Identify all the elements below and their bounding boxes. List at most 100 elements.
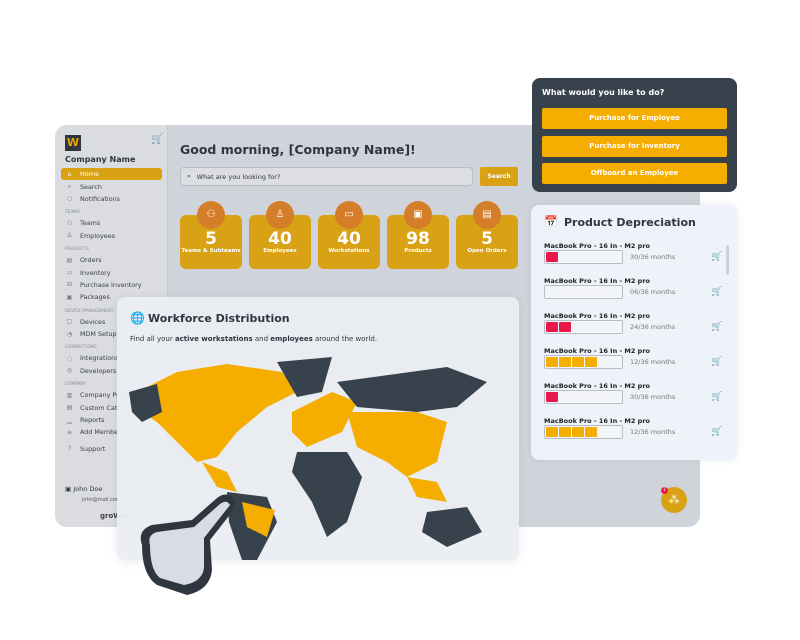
user-name[interactable]: ▣ John Doe — [65, 485, 103, 493]
months-label: 06/36 months — [630, 288, 676, 296]
depreciation-bar — [544, 320, 623, 334]
product-name: MacBook Pro - 16 In - M2 pro — [544, 312, 650, 320]
sidebar-item-custom-catalog[interactable]: ▤ Custom Catalog — [61, 401, 162, 413]
stat-card[interactable]: ▣ 98 Products — [387, 201, 449, 269]
sidebar-item-developers[interactable]: ◎ Developers — [61, 365, 162, 377]
purchase-icon: ⊟ — [66, 281, 73, 289]
globe-icon: 🌐 — [130, 311, 145, 325]
purchase-for-employee-button[interactable]: Purchase for Employee — [542, 108, 727, 129]
sidebar-item-label: Custom Catalog — [80, 403, 132, 412]
workforce-description: Find all your active workstations and em… — [130, 335, 377, 343]
stat-card[interactable]: ▤ 5 Open Orders — [456, 201, 518, 269]
home-icon: ⌂ — [67, 170, 72, 178]
quick-actions-panel: What would you like to do? Purchase for … — [532, 78, 737, 192]
nav-section-label: TEAMS — [65, 210, 80, 216]
stat-value: 98 — [406, 229, 430, 249]
stat-card[interactable]: ⚇ 5 Teams & Subteams — [180, 201, 242, 269]
user-icon: ♙ — [66, 232, 73, 240]
sidebar-item-label: Teams — [80, 219, 101, 228]
depreciation-row: MacBook Pro - 16 In - M2 pro 30/36 months… — [544, 242, 724, 277]
search-icon: ⌕ — [187, 172, 191, 180]
world-map[interactable] — [117, 352, 519, 560]
progress-segment — [559, 357, 571, 367]
stat-icon: ▭ — [335, 201, 363, 229]
cart-icon[interactable]: 🛒 — [711, 287, 723, 297]
sidebar-item-reports[interactable]: ▁ Reports — [61, 414, 162, 426]
sidebar-item-devices[interactable]: ▢ Devices — [61, 316, 162, 328]
months-label: 24/36 months — [630, 323, 676, 331]
sidebar-item-packages[interactable]: ▣ Packages — [61, 291, 162, 303]
depreciation-bar — [544, 285, 623, 299]
sidebar-item-label: Packages — [80, 293, 110, 302]
purchase-for-inventory-button[interactable]: Purchase for Inventory — [542, 136, 727, 157]
company-name: Company Name — [65, 155, 136, 164]
depreciation-title: Product Depreciation — [564, 216, 696, 229]
sidebar-item-integrations[interactable]: ◌ Integrations — [61, 352, 162, 364]
integration-icon: ◌ — [66, 354, 73, 362]
depreciation-bar — [544, 425, 623, 439]
cart-icon[interactable]: 🛒 — [711, 322, 723, 332]
catalog-icon: ▤ — [66, 404, 73, 412]
cart-icon[interactable]: 🛒 — [711, 357, 723, 367]
sidebar-item-support[interactable]: ? Support — [61, 443, 162, 455]
months-label: 30/36 months — [630, 253, 676, 261]
sidebar-item-label: Home — [80, 170, 99, 179]
cart-icon[interactable]: 🛒 — [711, 392, 723, 402]
sidebar-item-label: Employees — [80, 231, 115, 240]
stat-value: 5 — [481, 229, 493, 249]
cart-icon[interactable]: 🛒 — [151, 134, 164, 145]
sidebar-item-label: Developers — [80, 366, 117, 375]
map-brazil — [242, 502, 275, 537]
stat-label: Workstations — [328, 248, 370, 254]
sidebar-nav: ⌂ Home ⌕ Search ○ Notifications TEAMS ⚇ Teams ♙ Em… — [61, 168, 162, 455]
sidebar-item-label: Integrations — [80, 354, 119, 363]
product-depreciation-panel: 📅 Product Depreciation MacBook Pro - 16 … — [531, 205, 737, 460]
scrollbar[interactable] — [726, 245, 729, 275]
desc-text: around the world. — [312, 335, 378, 343]
search-button[interactable]: Search — [480, 167, 518, 186]
stat-value: 40 — [337, 229, 361, 249]
sidebar-item-mdm-setup[interactable]: ◔ MDM Setup — [61, 328, 162, 340]
cart-icon[interactable]: 🛒 — [711, 427, 723, 437]
sidebar-item-notifications[interactable]: ○ Notifications — [61, 193, 162, 205]
stat-card[interactable]: ♙ 40 Employees — [249, 201, 311, 269]
product-name: MacBook Pro - 16 In - M2 pro — [544, 382, 650, 390]
sidebar-item-label: Inventory — [80, 268, 111, 277]
mdm-icon: ◔ — [66, 330, 73, 338]
stat-label: Open Orders — [467, 248, 507, 254]
sidebar-item-home[interactable]: ⌂ Home — [61, 168, 162, 181]
sidebar-item-add-members[interactable]: ≡ Add Members — [61, 426, 162, 438]
progress-segment — [546, 322, 558, 332]
offboard-employee-button[interactable]: Offboard an Employee — [542, 163, 727, 184]
sidebar-item-teams[interactable]: ⚇ Teams — [61, 217, 162, 229]
sidebar-item-label: Reports — [80, 416, 105, 425]
sidebar-item-purchase-inventory[interactable]: ⊟ Purchase Inventory — [61, 279, 162, 291]
chart-icon: ▁ — [67, 416, 72, 424]
map-russia-asia — [337, 367, 487, 412]
inventory-icon: ▭ — [66, 269, 73, 277]
product-name: MacBook Pro - 16 In - M2 pro — [544, 347, 650, 355]
map-alaska — [129, 384, 162, 422]
progress-segment — [559, 322, 571, 332]
quick-actions-title: What would you like to do? — [542, 88, 665, 97]
map-central-america — [202, 462, 237, 492]
sidebar-item-label: Support — [80, 444, 106, 453]
user-email: john@mail.com — [82, 497, 121, 503]
progress-segment — [572, 427, 584, 437]
sidebar-item-label: Purchase Inventory — [80, 280, 142, 289]
progress-segment — [585, 427, 597, 437]
desc-text: Find all your — [130, 335, 175, 343]
months-label: 12/36 months — [630, 428, 676, 436]
sidebar-item-employees[interactable]: ♙ Employees — [61, 230, 162, 242]
sidebar-item-search[interactable]: ⌕ Search — [61, 180, 162, 192]
cart-icon[interactable]: 🛒 — [711, 252, 723, 262]
sidebar-item-orders[interactable]: ▤ Orders — [61, 254, 162, 266]
desc-bold: employees — [270, 335, 313, 343]
sidebar-item-inventory[interactable]: ▭ Inventory — [61, 266, 162, 278]
sidebar-item-company-profile[interactable]: ▥ Company Profile — [61, 389, 162, 401]
stat-card[interactable]: ▭ 40 Workstations — [318, 201, 380, 269]
map-europe — [292, 392, 357, 447]
sidebar-item-label: Search — [80, 182, 102, 191]
building-icon: ▥ — [66, 391, 73, 399]
search-input[interactable]: ⌕ What are you looking for? — [180, 167, 473, 186]
